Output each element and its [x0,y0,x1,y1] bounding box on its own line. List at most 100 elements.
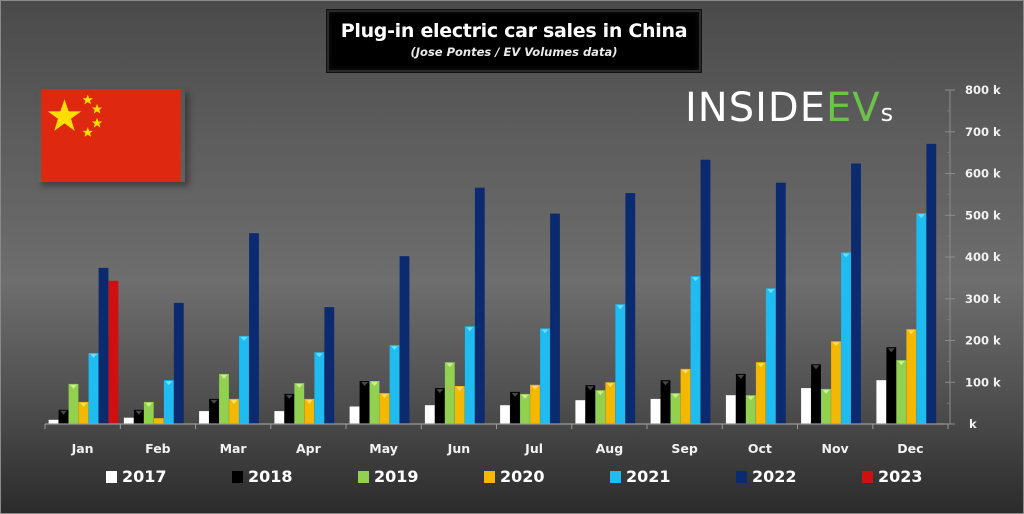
x-tick-label-Jan: Jan [71,441,94,456]
bar-2017-Apr [274,411,285,424]
china-flag-icon [37,89,185,182]
bar-2019-May [369,381,380,424]
legend-swatch-2023 [862,470,873,483]
legend-item-2023: 2023 [862,467,923,486]
legend-swatch-2020 [484,470,495,483]
bar-2017-Jun [424,405,435,424]
bar-bevel-2021-Sep [692,277,699,282]
bar-2021-Oct [765,288,776,424]
y-tick-label-1: 100 k [965,375,1001,389]
bar-2021-Jul [540,328,550,424]
bar-2021-May [389,345,400,424]
bar-bevel-2019-Apr [295,384,303,389]
bar-2019-Jan [68,383,79,424]
bar-2019-Sep [670,393,681,424]
bar-bevel-2018-Sep [662,381,669,386]
bar-bevel-2018-Aug [586,386,594,391]
bar-bevel-2021-Aug [616,305,624,310]
bar-2017-Oct [725,395,736,424]
x-tick-label-Mar: Mar [220,441,248,456]
insideevs-logo: INSIDEEVs [685,85,894,131]
bar-2020-Jul [530,384,540,424]
bar-2020-May [379,393,390,424]
bar-bevel-2019-May [371,382,378,386]
bar-bevel-2018-Jun [436,389,444,394]
bar-2020-Apr [304,398,315,424]
bar-2021-Nov [841,252,851,424]
bar-bevel-2018-Nov [812,365,820,370]
bar-2022-Dec [926,143,937,424]
bar-bevel-2020-Jan [80,402,87,407]
bar-2022-Mar [249,233,259,424]
bar-bevel-2020-Jul [531,385,539,390]
bar-2018-Sep [660,380,671,424]
bar-bevel-2021-Mar [240,336,248,341]
x-tick-label-Aug: Aug [596,441,624,456]
bar-2020-Aug [605,382,616,425]
bar-2018-Feb [133,409,144,424]
bar-bevel-2021-May [391,346,398,351]
x-tick-label-Nov: Nov [821,441,848,456]
logo-text-s: s [880,99,895,127]
bar-bevel-2021-Dec [917,214,925,219]
legend-label-2020: 2020 [500,467,545,486]
legend-label-2019: 2019 [374,467,419,486]
bar-bevel-2019-Jun [446,363,454,368]
bar-2018-Dec [886,347,897,424]
y-tick-label-2: 200 k [965,334,1001,348]
bar-2023-Jan [108,280,119,424]
bar-2021-Mar [239,335,249,424]
bar-2018-Jun [434,388,445,424]
bar-bevel-2019-Oct [747,396,755,401]
legend-item-2018: 2018 [232,467,293,486]
bar-bevel-2021-Jan [90,354,97,358]
legend-item-2017: 2017 [106,467,167,486]
bar-2018-Nov [811,364,821,424]
bar-bevel-2020-Sep [682,369,689,374]
bar-2019-Apr [294,383,305,424]
bar-2017-Jul [500,405,510,424]
legend-label-2021: 2021 [626,467,671,486]
y-tick-label-6: 600 k [965,167,1001,181]
x-tick-label-Feb: Feb [145,441,171,456]
bar-bevel-2018-Apr [285,394,293,399]
legend-item-2021: 2021 [610,467,671,486]
bar-2021-Apr [314,352,325,424]
bar-2019-Mar [219,373,229,424]
bar-bevel-2018-May [361,382,368,386]
bar-bevel-2020-Mar [230,399,238,404]
bar-2020-Oct [755,362,766,424]
legend-label-2017: 2017 [122,467,167,486]
legend-swatch-2021 [610,470,621,483]
bar-2020-Feb [153,418,164,424]
bar-2017-Mar [199,411,209,424]
bar-bevel-2019-Jan [70,384,77,389]
bar-2018-Jan [58,409,69,424]
bar-2018-Mar [209,398,219,424]
bar-bevel-2018-Dec [887,348,895,353]
bar-2019-Aug [595,390,606,424]
legend-item-2022: 2022 [736,467,797,486]
bar-bevel-2021-Jul [541,329,549,334]
bar-bevel-2021-Jun [466,327,474,332]
bar-bevel-2019-Jul [521,394,529,399]
bar-bevel-2019-Sep [672,394,679,399]
legend-label-2023: 2023 [878,467,923,486]
bar-2022-Sep [700,159,711,424]
bar-bevel-2018-Jul [511,392,519,397]
bar-2018-Aug [585,385,596,424]
bar-2019-Jul [520,393,530,424]
bar-2021-Feb [163,380,174,424]
x-tick-label-May: May [369,441,398,456]
bar-2020-Mar [229,398,239,424]
bar-2021-Dec [916,213,927,424]
legend-label-2018: 2018 [248,467,293,486]
y-tick-label-4: 400 k [965,250,1001,264]
legend-swatch-2017 [106,470,117,483]
logo-text-ev: EV [825,85,881,131]
bar-2019-Jun [444,362,455,424]
y-tick-label-3: 300 k [965,292,1001,306]
bar-bevel-2018-Oct [737,374,745,379]
y-tick-label-7: 700 k [965,125,1001,139]
